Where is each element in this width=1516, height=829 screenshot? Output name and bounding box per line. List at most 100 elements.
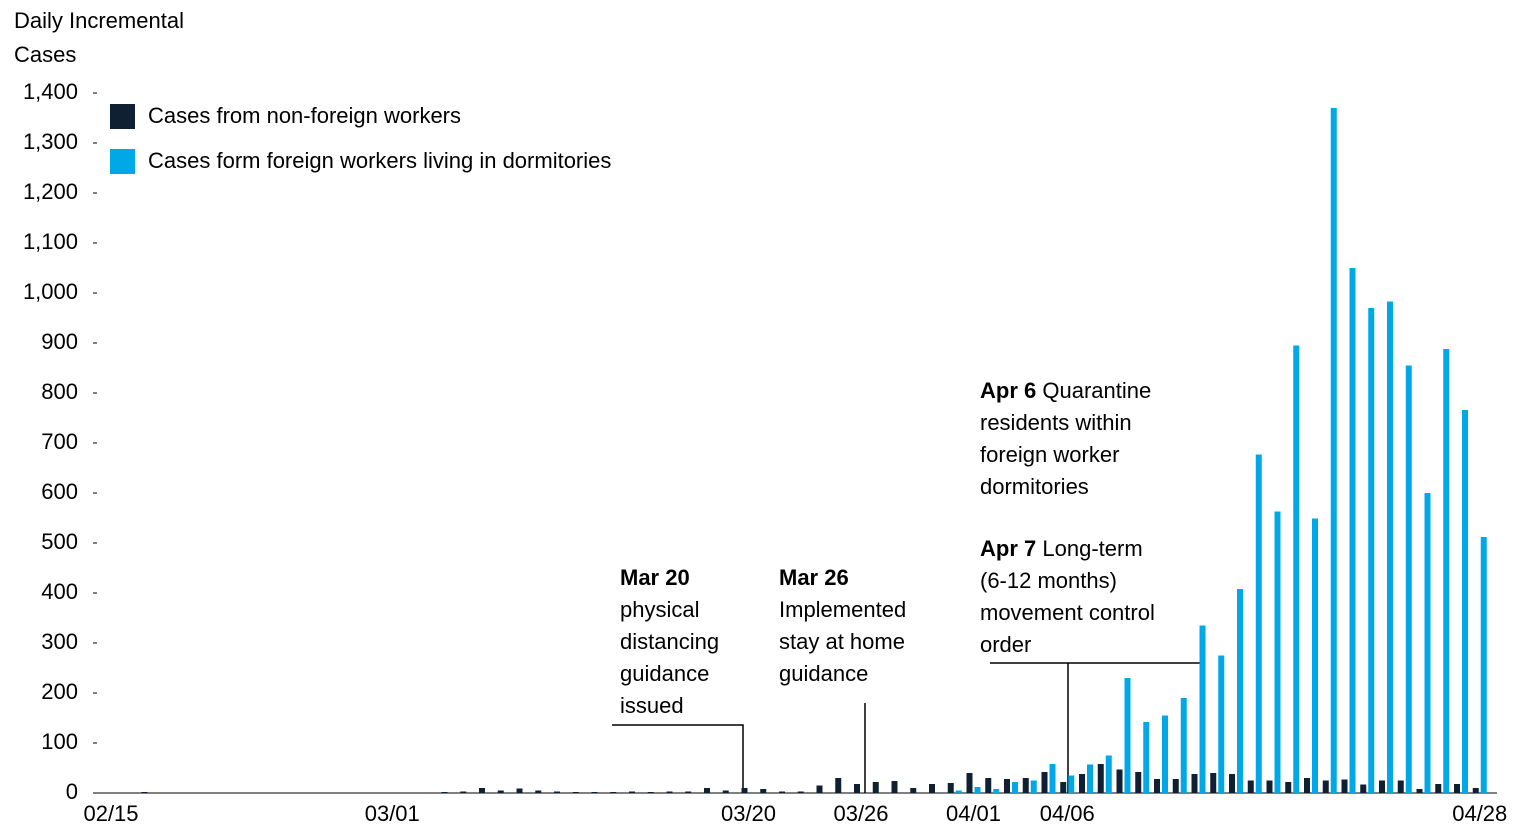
- bar: [910, 788, 917, 793]
- bar: [854, 784, 860, 793]
- bar: [554, 791, 560, 793]
- bar: [722, 790, 729, 793]
- legend-label: Cases form foreign workers living in dor…: [148, 148, 611, 173]
- legend-swatch: [110, 149, 135, 174]
- x-tick-label: 03/01: [365, 801, 420, 826]
- bar: [797, 791, 804, 793]
- y-tick-label: 1,000: [23, 279, 78, 304]
- annotation-text: guidance: [779, 661, 868, 686]
- y-tick-label: 1,100: [23, 229, 78, 254]
- bar: [704, 788, 710, 793]
- bar: [891, 781, 898, 793]
- bar: [974, 787, 981, 793]
- leader-line: [612, 724, 744, 793]
- bar: [1387, 301, 1393, 793]
- annotation-text: issued: [620, 693, 684, 718]
- bar: [1405, 365, 1412, 793]
- bar: [1330, 108, 1337, 793]
- annotation-date: Mar 26: [779, 565, 849, 590]
- bar: [1191, 774, 1198, 793]
- bar: [479, 788, 485, 793]
- bar: [835, 778, 842, 793]
- bar: [1124, 678, 1131, 793]
- annotation: Mar 26: [779, 565, 849, 590]
- leader-lines: [612, 662, 1200, 793]
- bar: [1341, 779, 1348, 793]
- bar: [1266, 780, 1273, 793]
- bar: [993, 789, 1000, 793]
- bar: [1097, 764, 1104, 793]
- bar: [1293, 345, 1300, 793]
- bar: [1397, 780, 1404, 793]
- y-tick-label: 700: [41, 429, 78, 454]
- y-tick-label: 1,400: [23, 79, 78, 104]
- annotation-text: order: [980, 632, 1031, 657]
- bar: [1237, 589, 1243, 793]
- bar: [1480, 537, 1487, 793]
- bar: [1180, 698, 1187, 793]
- bar: [1154, 779, 1160, 793]
- bar: [985, 778, 992, 793]
- annotation-text: Quarantine: [1042, 378, 1151, 403]
- bar: [610, 792, 617, 793]
- bar: [1424, 493, 1431, 793]
- bar: [1462, 410, 1468, 793]
- bar: [497, 790, 504, 793]
- bar: [1068, 775, 1075, 793]
- annotation-text: stay at home: [779, 629, 905, 654]
- bar: [1041, 772, 1048, 793]
- bar: [1349, 268, 1356, 793]
- bar: [955, 790, 962, 793]
- bar: [572, 792, 579, 793]
- bar: [1012, 782, 1018, 793]
- annotation-date: Apr 7: [980, 536, 1036, 561]
- y-tick-label: 400: [41, 579, 78, 604]
- bar: [1162, 715, 1168, 793]
- y-axis-label: Daily Incremental: [14, 8, 184, 33]
- bar: [141, 792, 148, 793]
- bar: [629, 791, 635, 793]
- bar: [647, 792, 654, 793]
- bar: [666, 791, 673, 793]
- bar: [816, 785, 823, 793]
- bar: [1304, 778, 1310, 793]
- bar: [460, 791, 467, 793]
- legend-label: Cases from non-foreign workers: [148, 103, 461, 128]
- bar: [1454, 784, 1460, 793]
- bar: [591, 792, 598, 793]
- bar: [1049, 764, 1056, 793]
- legend-swatch: [110, 104, 135, 129]
- annotation-text: foreign worker: [980, 442, 1119, 467]
- y-tick-label: 500: [41, 529, 78, 554]
- bar: [1229, 774, 1235, 793]
- annotation-text: Implemented: [779, 597, 906, 622]
- bar: [1135, 772, 1142, 793]
- bar: [1285, 782, 1292, 793]
- bar: [872, 782, 879, 793]
- bar: [1079, 774, 1085, 793]
- bar: [1274, 511, 1281, 793]
- bar: [741, 788, 748, 793]
- y-axis-label: Cases: [14, 42, 76, 67]
- y-tick-label: 900: [41, 329, 78, 354]
- y-tick-label: 1,200: [23, 179, 78, 204]
- annotation-text: residents within: [980, 410, 1132, 435]
- bar: [1322, 780, 1329, 793]
- bar: [516, 788, 523, 793]
- x-tick-label: 02/15: [83, 801, 138, 826]
- bar: [441, 792, 448, 793]
- bar: [1255, 454, 1262, 793]
- y-tick-label: 200: [41, 679, 78, 704]
- bar: [1368, 308, 1375, 793]
- annotation-date: Mar 20: [620, 565, 690, 590]
- x-tick-label: 04/01: [946, 801, 1001, 826]
- annotation: Apr 7 Long-term: [980, 536, 1143, 561]
- bar: [535, 790, 542, 793]
- annotation-text: movement control: [980, 600, 1155, 625]
- bar: [1247, 780, 1254, 793]
- annotation-text: distancing: [620, 629, 719, 654]
- annotation-text: physical: [620, 597, 699, 622]
- y-tick-label: 1,300: [23, 129, 78, 154]
- annotation-date: Apr 6: [980, 378, 1036, 403]
